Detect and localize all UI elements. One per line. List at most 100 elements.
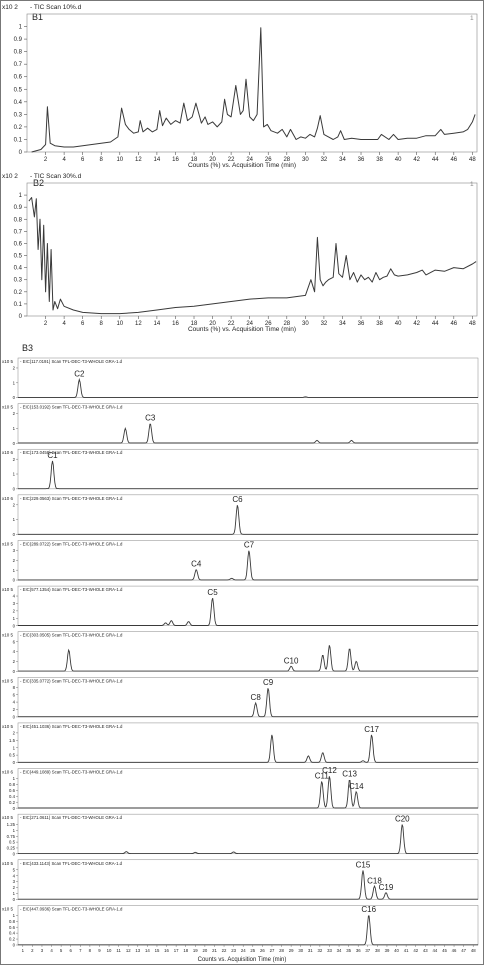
b2-x-tick-label: 4 <box>62 321 66 327</box>
b3-x-axis-label: Counts vs. Acquisition Time (min) <box>198 957 287 963</box>
eic-y-tick-label: 1.25 <box>7 822 16 827</box>
eic-y-tick-label: 0.8 <box>9 782 16 787</box>
eic-x-tick-label: 15 <box>155 948 160 953</box>
b2-y-tick-label: 0.2 <box>14 290 23 296</box>
b1-y-tick-label: 0 <box>19 150 23 156</box>
eic-y-tick-label: 0 <box>13 486 16 491</box>
eic-x-tick-label: 21 <box>212 948 217 953</box>
b2-x-tick-label: 48 <box>469 321 476 327</box>
b1-x-tick-label: 42 <box>413 157 420 163</box>
eic-x-tick-label: 37 <box>365 948 370 953</box>
b2-y-tick-label: 0.3 <box>14 278 23 284</box>
eic-scale: x10 6 <box>2 770 14 775</box>
eic-scale: x10 6 <box>2 496 14 501</box>
b1-x-tick-label: 4 <box>62 157 66 163</box>
eic-trace-label: - EIC(451.1036) Scan TFL-DEC-T3-WHOLE GR… <box>20 724 123 729</box>
eic-y-tick-label: 0 <box>13 760 16 765</box>
b2-x-tick-label: 42 <box>413 321 420 327</box>
peak-label-c7: C7 <box>244 541 255 550</box>
peak-label-c20: C20 <box>395 814 410 823</box>
eic-y-tick-label: 0 <box>13 395 16 400</box>
eic-x-tick-label: 11 <box>116 948 121 953</box>
eic-y-tick-label: 0.8 <box>9 919 16 924</box>
eic-y-tick-label: 0 <box>13 897 16 902</box>
b2-x-tick-label: 18 <box>191 321 198 327</box>
eic-x-tick-label: 18 <box>183 948 188 953</box>
eic-scale: x10 5 <box>2 815 14 820</box>
eic-x-tick-label: 17 <box>174 948 179 953</box>
eic-x-tick-label: 48 <box>471 948 476 953</box>
eic-x-tick-label: 20 <box>202 948 207 953</box>
eic-x-tick-label: 27 <box>270 948 275 953</box>
b1-panel-tag: B1 <box>32 12 43 22</box>
b2-x-tick-label: 46 <box>450 321 457 327</box>
peak-label-c19: C19 <box>379 883 394 892</box>
eic-trace <box>18 505 478 535</box>
b1-x-tick-label: 32 <box>321 157 328 163</box>
eic-y-tick-label: 1 <box>13 891 16 896</box>
b2-x-tick-label: 14 <box>154 321 161 327</box>
b2-plot-frame <box>26 182 478 317</box>
b2-scale: x10 2 <box>2 173 18 180</box>
eic-y-tick-label: 0 <box>13 441 16 446</box>
eic-x-tick-label: 43 <box>423 948 428 953</box>
b1-x-tick-label: 28 <box>283 157 290 163</box>
eic-x-tick-label: 12 <box>126 948 131 953</box>
eic-y-tick-label: 4 <box>13 594 16 599</box>
eic-x-tick-label: 42 <box>413 948 418 953</box>
eic-trace <box>18 776 478 809</box>
b1-y-tick-label: 0.4 <box>14 100 23 106</box>
b2-x-tick-label: 22 <box>228 321 235 327</box>
b1-y-tick-label: 0.5 <box>14 87 23 93</box>
eic-y-tick-label: 1 <box>13 745 16 750</box>
eic-y-tick-label: 0 <box>13 851 16 856</box>
peak-label-c18: C18 <box>367 876 382 885</box>
eic-trace-label: - EIC(153.0192) Scan TFL-DEC-T3-WHOLE GR… <box>20 405 123 410</box>
eic-scale: x10 5 <box>2 633 14 638</box>
eic-trace <box>18 645 478 672</box>
eic-trace-label: - EIC(303.0505) Scan TFL-DEC-T3-WHOLE GR… <box>20 633 123 638</box>
eic-y-tick-label: 1 <box>13 616 16 621</box>
eic-trace-label: - EIC(447.0936) Scan TFL-DEC-T3-WHOLE GR… <box>20 906 123 911</box>
peak-label-c2: C2 <box>74 370 85 379</box>
b2-x-tick-label: 34 <box>339 321 346 327</box>
eic-y-tick-label: 2 <box>13 502 16 507</box>
b1-x-tick-label: 12 <box>135 157 142 163</box>
eic-x-tick-label: 35 <box>346 948 351 953</box>
eic-y-tick-label: 2 <box>13 558 16 563</box>
eic-y-tick-label: 1 <box>13 568 16 573</box>
b2-x-tick-label: 32 <box>321 321 328 327</box>
b2-x-tick-label: 10 <box>116 321 123 327</box>
b2-y-tick-label: 0.4 <box>14 266 23 272</box>
b1-x-tick-label: 26 <box>265 157 272 163</box>
eic-y-tick-label: 0.2 <box>9 800 16 805</box>
b2-y-tick-label: 0.7 <box>14 229 23 235</box>
b2-x-tick-label: 20 <box>209 321 216 327</box>
eic-x-tick-label: 38 <box>375 948 380 953</box>
eic-y-tick-label: 0.6 <box>9 788 16 793</box>
b1-plot-frame <box>26 13 478 153</box>
eic-y-tick-label: 6 <box>13 639 16 644</box>
peak-label-c5: C5 <box>207 588 218 597</box>
eic-scale: x10 5 <box>2 861 14 866</box>
eic-trace-label: - EIC(271.0611) Scan TFL-DEC-T3-WHOLE GR… <box>20 815 123 820</box>
eic-x-tick-label: 44 <box>432 948 437 953</box>
b1-y-tick-label: 0.7 <box>14 62 23 68</box>
peak-label-c12: C12 <box>322 766 337 775</box>
b2-x-tick-label: 24 <box>246 321 253 327</box>
eic-y-tick-label: 4 <box>13 873 16 878</box>
eic-trace-label: - EIC(449.1089) Scan TFL-DEC-T3-WHOLE GR… <box>20 770 123 775</box>
b2-x-tick-label: 38 <box>376 321 383 327</box>
eic-x-tick-label: 33 <box>327 948 332 953</box>
eic-scale: x10 5 <box>2 587 14 592</box>
eic-y-tick-label: 3 <box>13 879 16 884</box>
b1-x-tick-label: 8 <box>100 157 104 163</box>
b1-y-tick-label: 1 <box>19 25 23 31</box>
b2-y-tick-label: 0.9 <box>14 205 23 211</box>
eic-y-tick-label: 1.5 <box>9 738 16 743</box>
b1-x-tick-label: 14 <box>154 157 161 163</box>
b1-x-axis-label: Counts (%) vs. Acquisition Time (min) <box>188 162 296 169</box>
b2-y-tick-label: 0.1 <box>14 302 23 308</box>
b2-y-tick-label: 0.8 <box>14 217 23 223</box>
